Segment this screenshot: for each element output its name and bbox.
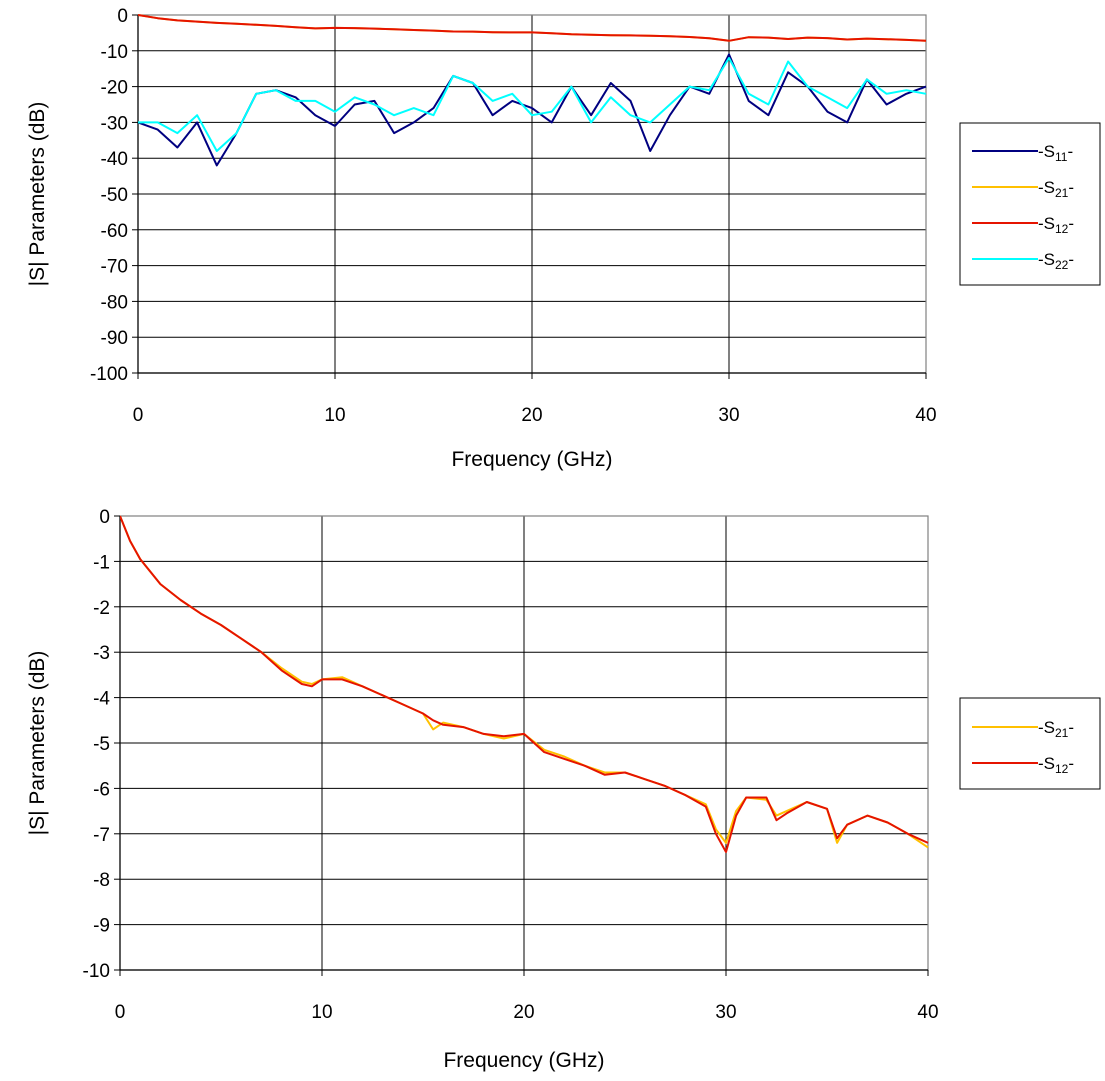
- y-tick-label: -10: [101, 42, 128, 63]
- y-tick-label: -50: [101, 185, 128, 206]
- x-tick-label: 40: [917, 1002, 938, 1023]
- x-tick-label: 40: [915, 405, 936, 426]
- x-tick-label: 30: [718, 405, 739, 426]
- y-tick-label: 0: [99, 507, 110, 528]
- x-axis-title: Frequency (GHz): [443, 1049, 604, 1072]
- legend-label-s22: -S22-: [1038, 250, 1074, 272]
- x-tick-label: 20: [521, 405, 542, 426]
- y-tick-label: -7: [93, 825, 110, 846]
- series-line-s22: [138, 57, 927, 152]
- y-tick-label: -3: [93, 643, 110, 664]
- y-tick-label: -10: [83, 961, 110, 982]
- y-tick-label: -80: [101, 292, 128, 313]
- x-tick-label: 0: [133, 405, 144, 426]
- chart-2: 0-1-2-3-4-5-6-7-8-9-100 10 20 30 40Frequency…: [26, 507, 1101, 1072]
- y-tick-label: -8: [93, 870, 110, 891]
- x-tick-label: 10: [324, 405, 345, 426]
- y-tick-label: -40: [101, 149, 128, 170]
- legend-label-s12: -S12-: [1038, 214, 1074, 236]
- y-tick-label: -4: [93, 689, 110, 710]
- y-tick-label: -90: [101, 328, 128, 349]
- y-tick-label: -2: [93, 598, 110, 619]
- x-tick-label: 0: [115, 1002, 126, 1023]
- legend-label-s12: -S12-: [1038, 754, 1074, 776]
- y-tick-label: -70: [101, 257, 128, 278]
- x-tick-label: 30: [715, 1002, 736, 1023]
- x-tick-label: 10: [311, 1002, 332, 1023]
- series-line-s12: [138, 14, 927, 42]
- legend-label-s21: -S21-: [1038, 178, 1074, 200]
- series-line-s12: [120, 515, 929, 853]
- y-axis-title: |S| Parameters (dB): [26, 102, 49, 287]
- legend: -S11- -S21- -S12- -S22-: [959, 122, 1101, 286]
- y-axis-title: |S| Parameters (dB): [26, 651, 49, 836]
- y-tick-label: -20: [101, 78, 128, 99]
- y-tick-label: -5: [93, 734, 110, 755]
- y-tick-label: -100: [90, 364, 128, 385]
- y-tick-label: -6: [93, 779, 110, 800]
- y-tick-label: -1: [93, 552, 110, 573]
- legend-label-s11: -S11-: [1038, 142, 1073, 164]
- legend-label-s21: -S21-: [1038, 718, 1074, 740]
- y-tick-label: 0: [117, 6, 128, 27]
- legend: -S21- -S12-: [959, 697, 1101, 790]
- y-tick-label: -60: [101, 221, 128, 242]
- y-tick-label: -9: [93, 916, 110, 937]
- legend-box: [959, 122, 1101, 286]
- y-tick-label: -30: [101, 113, 128, 134]
- x-tick-label: 20: [513, 1002, 534, 1023]
- x-axis-title: Frequency (GHz): [451, 448, 612, 471]
- legend-box: [959, 697, 1101, 790]
